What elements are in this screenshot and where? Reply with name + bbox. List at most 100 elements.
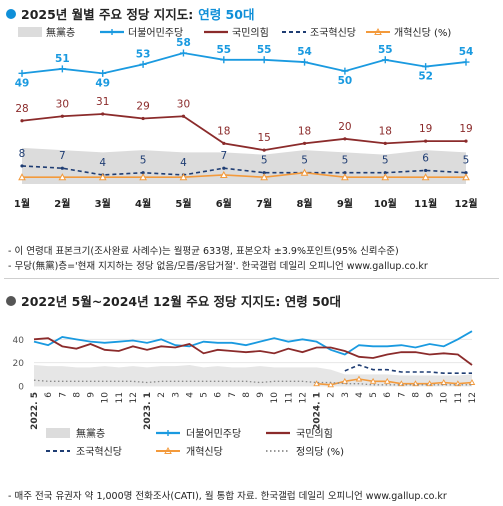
data-label-더불어민주당: 52 (418, 71, 433, 83)
point-조국혁신당 (60, 166, 64, 170)
point-개혁신당 (219, 170, 228, 178)
x-tick-label: 12월 (454, 198, 477, 210)
chart1-title-prefix: 2025년 월별 주요 정당 지지도: (21, 7, 194, 22)
point-개혁신당 (179, 173, 188, 181)
data-label-국민의힘: 18 (298, 125, 311, 137)
data-label-조국혁신당: 5 (382, 155, 389, 167)
x-tick-label: 11 (454, 392, 464, 403)
chart2-title-text: 2022년 5월~2024년 12월 주요 정당 지지도: 연령 50대 (21, 294, 342, 309)
data-label-더불어민주당: 50 (338, 75, 353, 87)
data-label-더불어민주당: 55 (378, 44, 393, 56)
data-label-조국혁신당: 4 (180, 157, 187, 169)
point-개혁신당 (355, 375, 363, 382)
x-tick-label: 3월 (95, 198, 111, 210)
point-개혁신당 (383, 377, 391, 384)
line-더불어민주당 (21, 52, 467, 75)
x-tick-label: 8 (72, 392, 82, 398)
x-tick-label: 7 (58, 392, 68, 398)
point-조국혁신당 (383, 171, 387, 175)
data-label-조국혁신당: 5 (463, 155, 470, 167)
x-tick-label: 6 (214, 392, 224, 398)
x-tick-label: 10 (440, 392, 450, 404)
data-label-국민의힘: 28 (15, 103, 28, 115)
x-tick-label: 9 (87, 392, 97, 398)
x-tick-label: 8 (411, 392, 421, 398)
point-개혁신당 (440, 379, 448, 385)
point-더불어민주당 (99, 69, 107, 77)
point-국민의힘 (424, 139, 428, 143)
x-tick-label: 3 (171, 392, 181, 398)
x-tick-label: 9 (256, 392, 266, 398)
chart1-note-1: - 이 연령대 표본크기(조사완료 사례수)는 월평균 633명, 표본오차 ±… (8, 246, 399, 257)
x-tick-label: 4 (355, 392, 365, 398)
x-tick-label: 6월 (216, 198, 232, 210)
data-label-국민의힘: 19 (459, 123, 472, 135)
point-더불어민주당 (220, 56, 228, 64)
point-국민의힘 (20, 119, 24, 123)
data-label-국민의힘: 30 (56, 98, 69, 110)
point-개혁신당 (454, 380, 462, 387)
point-개혁신당 (341, 377, 349, 384)
x-tick-label: 2월 (54, 198, 70, 210)
x-tick-label: 12 (298, 392, 308, 403)
data-label-더불어민주당: 54 (459, 46, 474, 58)
x-tick-label: 1월 (14, 198, 30, 210)
point-더불어민주당 (381, 56, 389, 64)
data-label-더불어민주당: 49 (15, 77, 30, 89)
data-label-더불어민주당: 54 (297, 46, 312, 58)
data-label-국민의힘: 31 (96, 96, 109, 108)
legend-swatch (46, 428, 70, 438)
data-label-더불어민주당: 49 (95, 77, 110, 89)
legend-marker (164, 446, 172, 454)
x-tick-label: 8월 (296, 198, 312, 210)
point-조국혁신당 (141, 171, 145, 175)
legend-label-無黨층: 無黨층 (76, 427, 105, 440)
x-tick-label: 9월 (337, 198, 353, 210)
x-tick-label: 6 (383, 392, 393, 398)
point-조국혁신당 (343, 171, 347, 175)
x-tick-label: 10 (101, 392, 111, 404)
x-tick-label: 6 (44, 392, 54, 398)
legend-label-국민의힘: 국민의힘 (296, 428, 333, 440)
point-국민의힘 (464, 139, 468, 143)
legend-label-無黨층: 無黨층 (46, 26, 75, 39)
point-국민의힘 (222, 141, 226, 145)
x-tick-label: 2024. 1 (313, 392, 323, 430)
legend-label-조국혁신당: 조국혁신당 (76, 446, 122, 458)
data-label-국민의힘: 15 (257, 132, 270, 144)
x-tick-label: 7월 (256, 198, 272, 210)
data-label-조국혁신당: 7 (59, 150, 66, 162)
point-개혁신당 (421, 173, 430, 181)
legend-label-국민의힘: 국민의힘 (232, 27, 269, 39)
point-개혁신당 (260, 173, 269, 181)
title-bullet-icon (6, 8, 16, 19)
line-정의당 (33, 379, 472, 386)
point-개혁신당 (468, 379, 476, 385)
x-tick-label: 12 (468, 392, 478, 403)
point-개혁신당 (369, 377, 377, 384)
point-국민의힘 (262, 148, 266, 152)
data-label-조국혁신당: 5 (342, 155, 349, 167)
point-조국혁신당 (464, 171, 468, 175)
x-tick-label: 4월 (135, 198, 151, 210)
point-더불어민주당 (18, 69, 26, 77)
point-더불어민주당 (422, 63, 430, 71)
data-label-조국혁신당: 7 (220, 150, 227, 162)
x-tick-label: 9 (426, 392, 436, 398)
x-tick-label: 4 (185, 392, 195, 398)
x-tick-label: 7 (228, 392, 238, 398)
x-tick-label: 12 (129, 392, 139, 403)
point-개혁신당 (98, 173, 107, 181)
point-국민의힘 (383, 141, 387, 145)
section-divider (4, 278, 499, 279)
data-label-조국혁신당: 6 (422, 152, 429, 164)
point-조국혁신당 (222, 166, 226, 170)
point-더불어민주당 (260, 56, 268, 64)
point-개혁신당 (462, 173, 470, 181)
data-label-더불어민주당: 58 (176, 37, 191, 49)
chart1-title-accent: 연령 50대 (198, 7, 255, 22)
x-tick-label: 11 (115, 392, 125, 403)
point-개혁신당 (341, 173, 349, 181)
area-無黨층 (22, 147, 466, 184)
